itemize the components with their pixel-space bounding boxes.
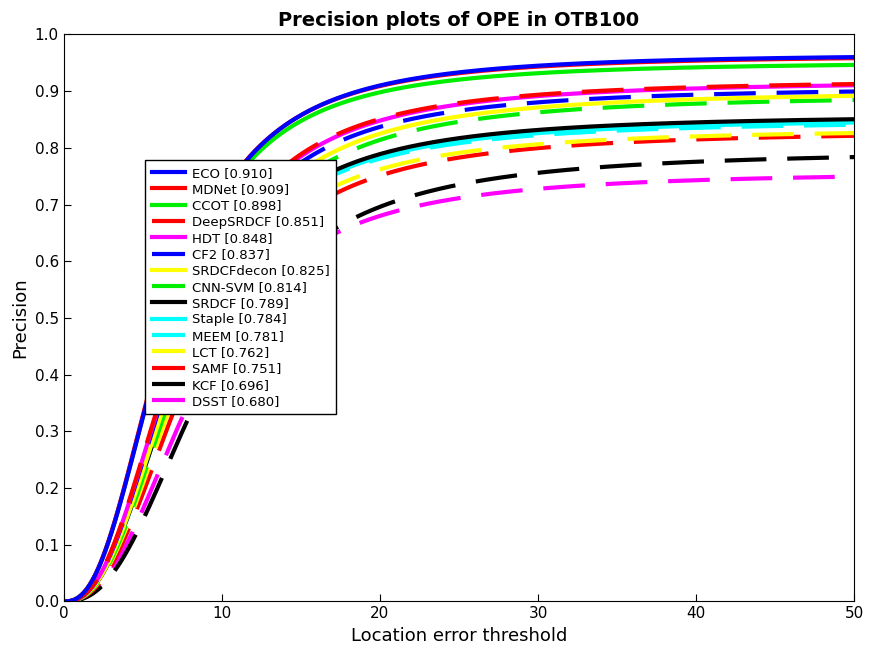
Title: Precision plots of OPE in OTB100: Precision plots of OPE in OTB100 <box>278 11 640 30</box>
X-axis label: Location error threshold: Location error threshold <box>351 627 567 645</box>
Legend: ECO [0.910], MDNet [0.909], CCOT [0.898], DeepSRDCF [0.851], HDT [0.848], CF2 [0: ECO [0.910], MDNet [0.909], CCOT [0.898]… <box>145 160 336 415</box>
Y-axis label: Precision: Precision <box>11 277 29 358</box>
